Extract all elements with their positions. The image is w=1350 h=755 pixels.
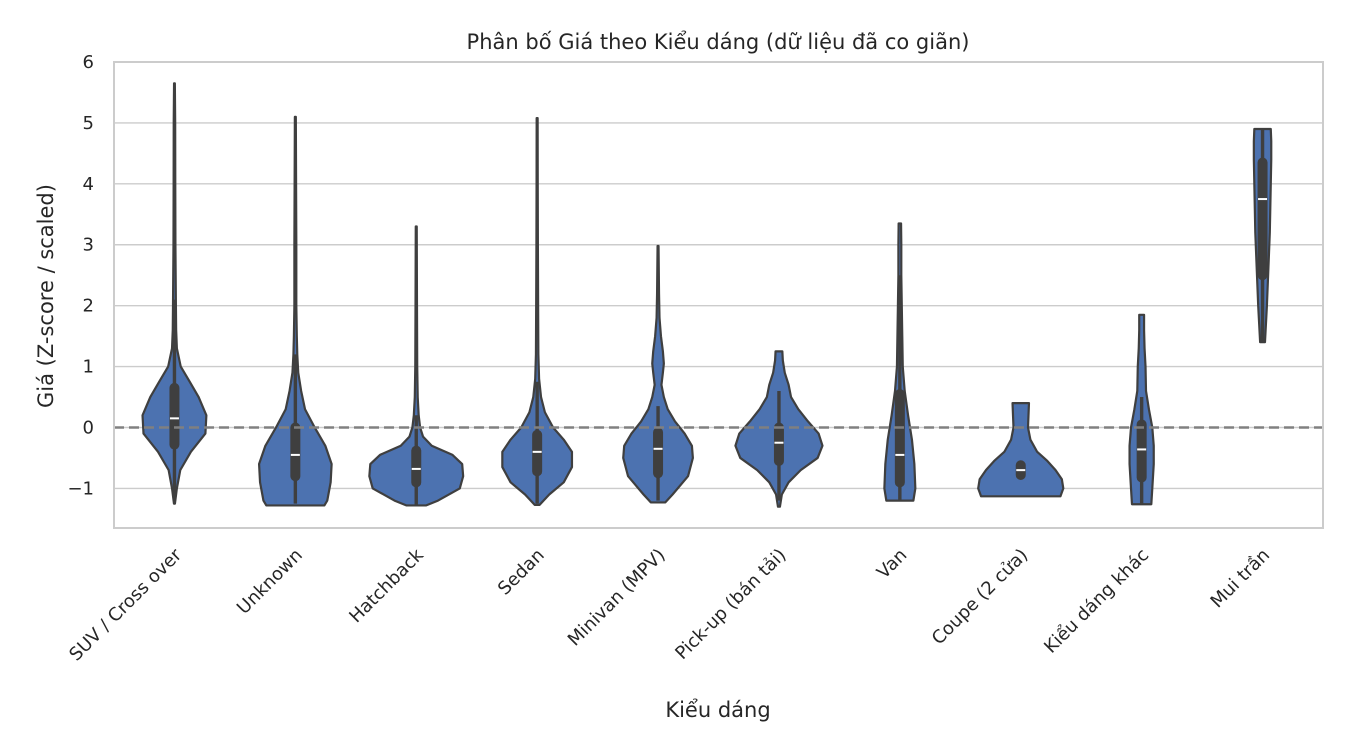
- x-tick-label: Sedan: [494, 545, 549, 600]
- x-tick-label: Minivan (MPV): [564, 545, 670, 651]
- x-tick-label: Pick-up (bán tải): [671, 545, 790, 664]
- x-axis-label: Kiểu dáng: [665, 698, 770, 722]
- y-tick-label: 6: [83, 52, 94, 73]
- x-tick-label: Mui trần: [1207, 545, 1275, 613]
- y-tick-labels: −1 0 1 2 3 4 5 6: [67, 52, 94, 499]
- y-tick-label: −1: [67, 478, 94, 499]
- violin-body: [501, 116, 574, 506]
- violin-group: [1252, 127, 1273, 344]
- violin-body: [141, 82, 208, 505]
- chart-title: Phân bố Giá theo Kiểu dáng (dữ liệu đã c…: [467, 30, 970, 54]
- violin-group: [622, 244, 694, 504]
- violin-body: [368, 225, 465, 507]
- violin-group: [141, 82, 208, 505]
- plot-frame: [113, 61, 1324, 529]
- x-tick-label: SUV / Cross over: [65, 544, 186, 665]
- y-tick-label: 3: [83, 235, 94, 256]
- violin-group: [977, 402, 1065, 498]
- x-tick-labels: SUV / Cross over Unknown Hatchback Sedan Min…: [65, 544, 1274, 665]
- violin-group: [883, 222, 917, 502]
- violin-group: [368, 225, 465, 507]
- y-tick-label: 2: [83, 296, 94, 317]
- violin-group: [1128, 313, 1155, 506]
- x-tick-label: Kiểu dáng khác: [1040, 545, 1153, 658]
- x-tick-label: Unknown: [233, 545, 307, 619]
- violin-group: [734, 350, 824, 508]
- violin-body: [622, 244, 694, 504]
- violin-group: [501, 116, 574, 506]
- x-tick-label: Hatchback: [345, 544, 428, 627]
- y-tick-label: 0: [83, 417, 94, 438]
- violins: [141, 82, 1273, 508]
- y-tick-label: 1: [83, 357, 94, 378]
- x-tick-label: Coupe (2 cửa): [928, 545, 1032, 649]
- x-tick-label: Van: [873, 545, 911, 583]
- y-tick-label: 5: [83, 113, 94, 134]
- violin-body: [977, 402, 1065, 498]
- violin-group: [257, 115, 333, 507]
- y-tick-label: 4: [83, 174, 94, 195]
- y-axis-label: Giá (Z-score / scaled): [34, 184, 58, 408]
